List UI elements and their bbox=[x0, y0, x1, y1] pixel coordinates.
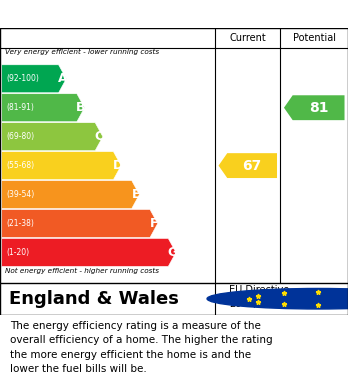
Text: Not energy efficient - higher running costs: Not energy efficient - higher running co… bbox=[5, 268, 159, 274]
Text: A: A bbox=[58, 72, 68, 85]
Polygon shape bbox=[2, 210, 158, 237]
Polygon shape bbox=[2, 181, 140, 208]
Text: 81: 81 bbox=[309, 101, 329, 115]
Polygon shape bbox=[284, 95, 345, 120]
Text: G: G bbox=[167, 246, 177, 259]
Text: The energy efficiency rating is a measure of the
overall efficiency of a home. T: The energy efficiency rating is a measur… bbox=[10, 321, 273, 374]
Polygon shape bbox=[2, 123, 103, 151]
Text: EU Directive
2002/91/EC: EU Directive 2002/91/EC bbox=[229, 285, 289, 309]
Text: (81-91): (81-91) bbox=[6, 103, 34, 112]
Polygon shape bbox=[2, 239, 176, 266]
Text: Current: Current bbox=[229, 33, 266, 43]
Text: E: E bbox=[132, 188, 140, 201]
Circle shape bbox=[207, 289, 348, 309]
Polygon shape bbox=[2, 94, 85, 122]
Text: (92-100): (92-100) bbox=[6, 74, 39, 83]
Text: (55-68): (55-68) bbox=[6, 161, 34, 170]
Text: (39-54): (39-54) bbox=[6, 190, 34, 199]
Text: (69-80): (69-80) bbox=[6, 132, 34, 141]
Text: (21-38): (21-38) bbox=[6, 219, 34, 228]
Text: England & Wales: England & Wales bbox=[9, 290, 179, 308]
Text: F: F bbox=[150, 217, 158, 230]
Text: 67: 67 bbox=[243, 159, 262, 172]
Text: Very energy efficient - lower running costs: Very energy efficient - lower running co… bbox=[5, 49, 159, 55]
Polygon shape bbox=[2, 65, 66, 93]
Text: D: D bbox=[112, 159, 123, 172]
Text: (1-20): (1-20) bbox=[6, 248, 29, 257]
Text: Energy Efficiency Rating: Energy Efficiency Rating bbox=[9, 7, 219, 22]
Polygon shape bbox=[2, 152, 121, 179]
Polygon shape bbox=[219, 153, 277, 178]
Text: B: B bbox=[76, 101, 86, 114]
Text: C: C bbox=[95, 130, 104, 143]
Text: Potential: Potential bbox=[293, 33, 336, 43]
